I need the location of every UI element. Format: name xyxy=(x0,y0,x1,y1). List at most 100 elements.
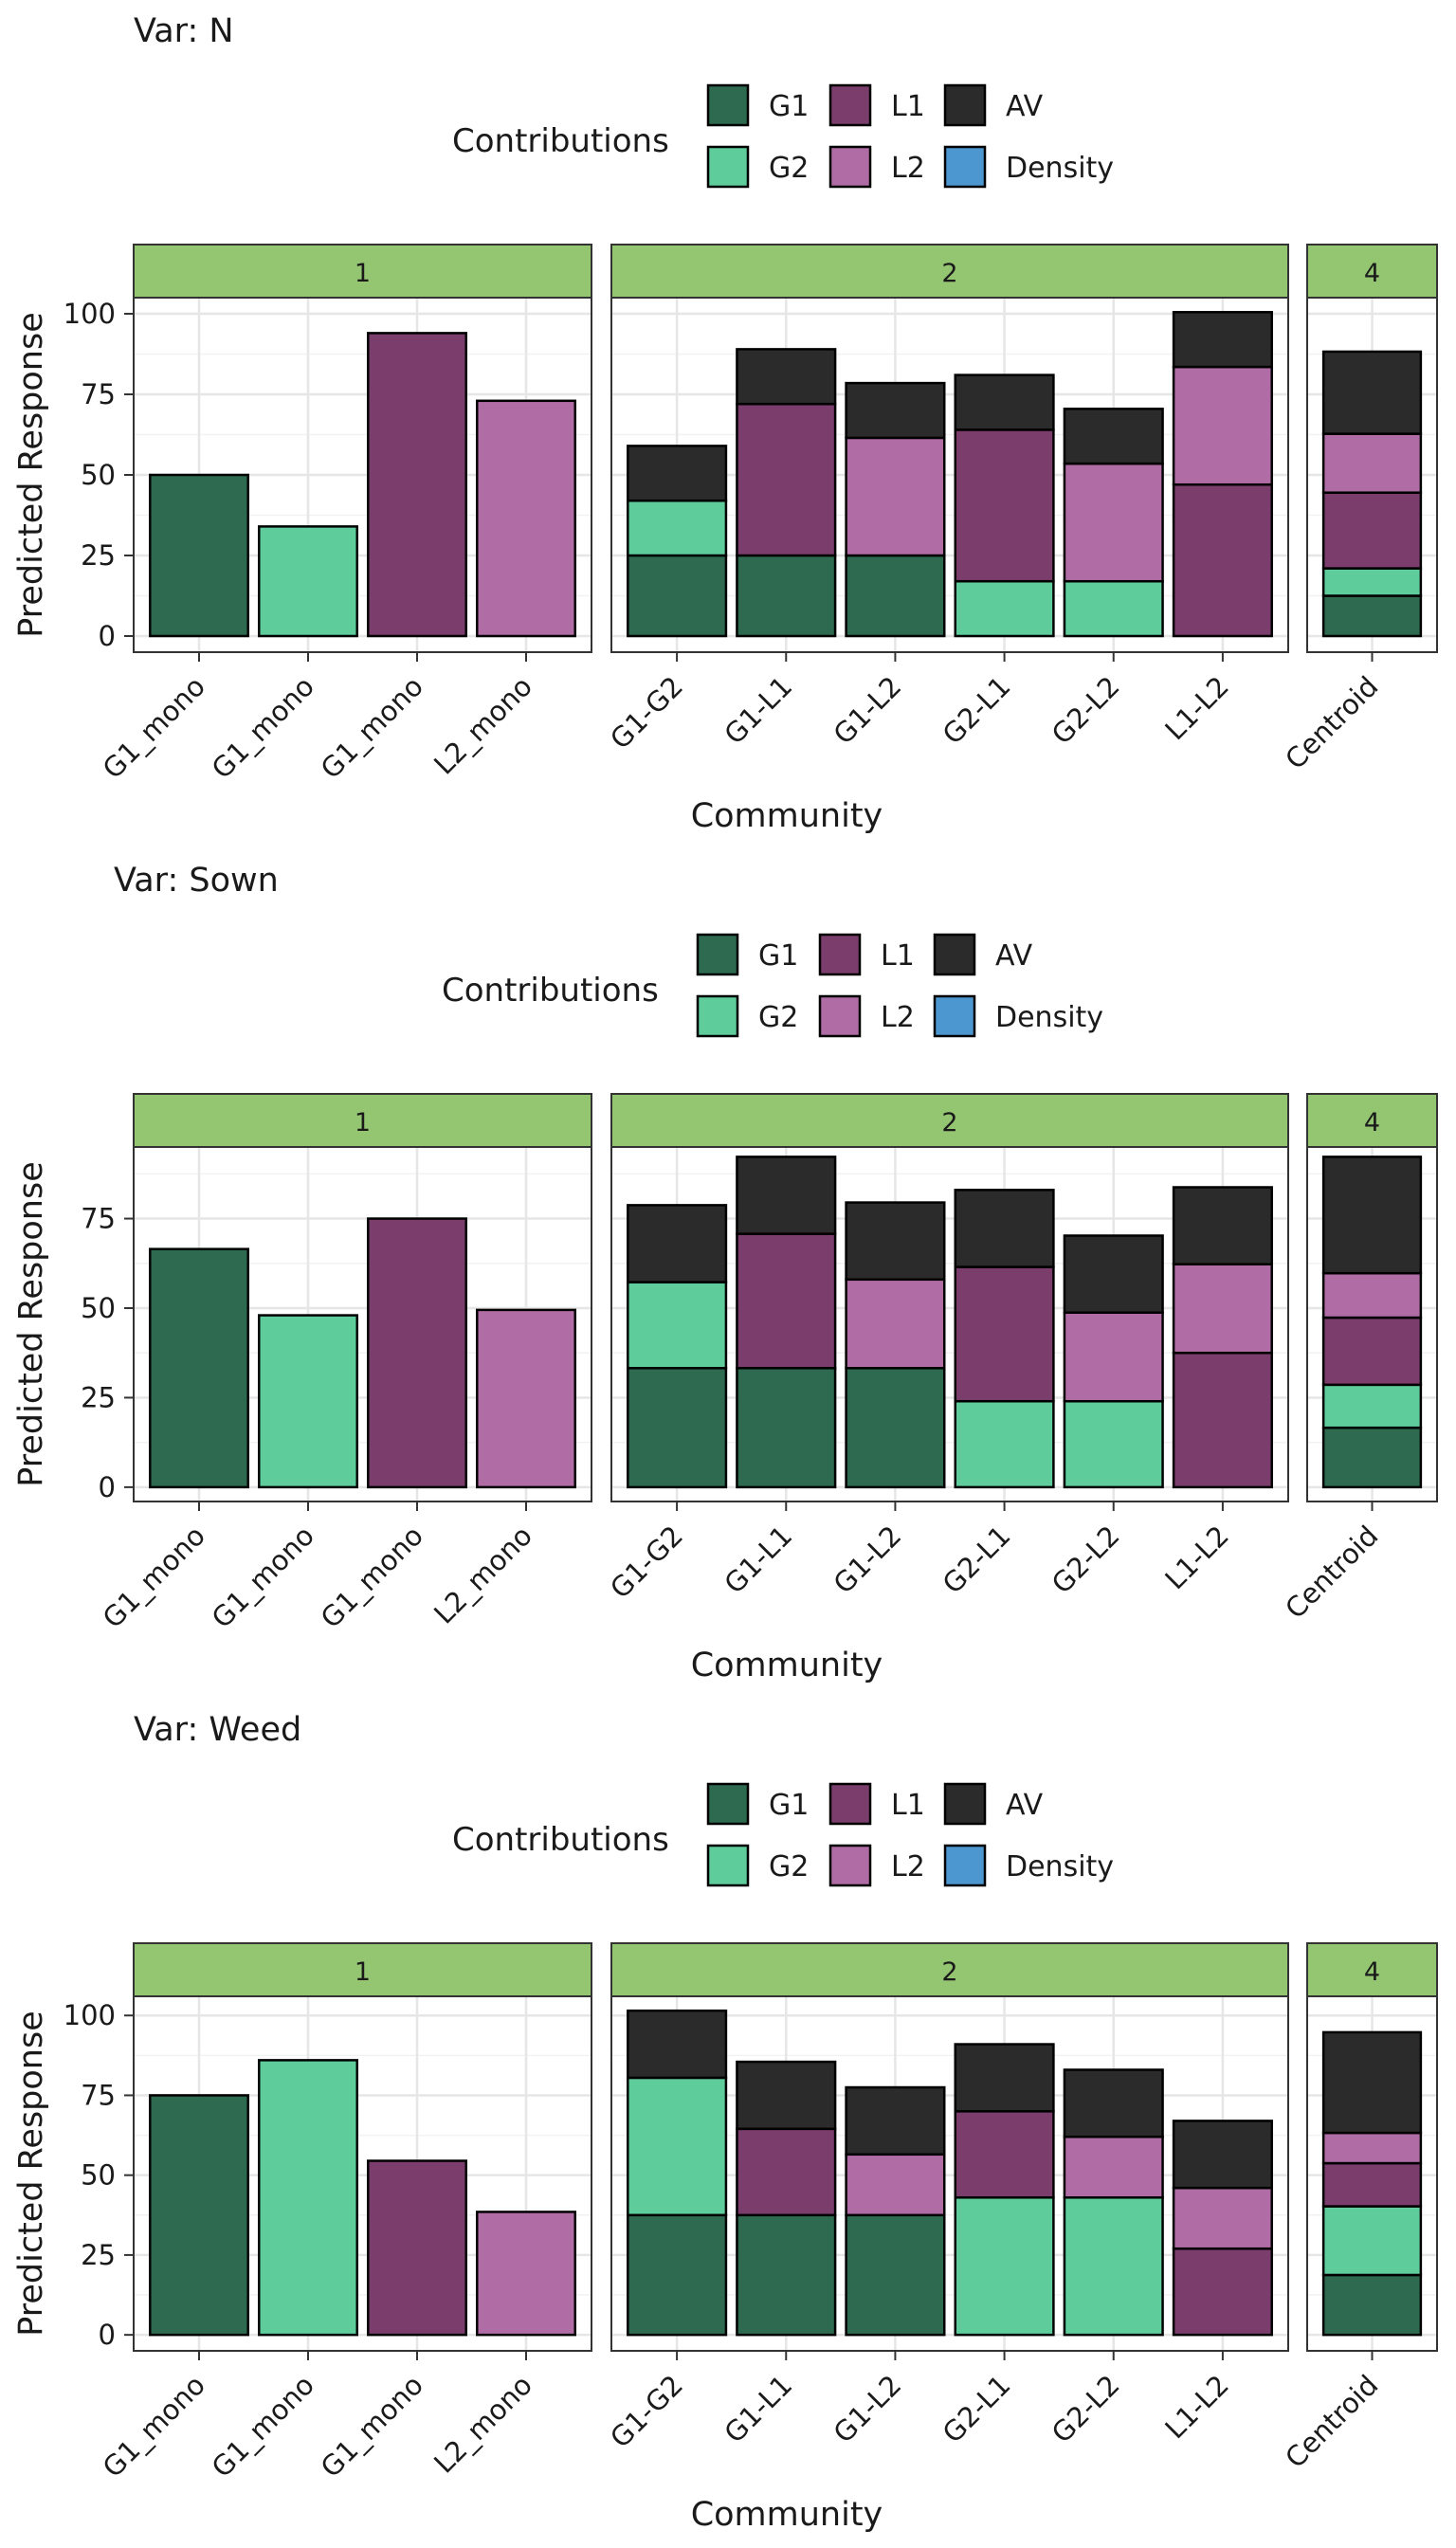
bar-stack xyxy=(258,2059,358,2337)
bar-segment-g1 xyxy=(149,2094,249,2337)
chart-title: Var: N xyxy=(134,12,234,50)
facet-strip xyxy=(133,1942,592,1997)
facet-strip xyxy=(610,244,1289,299)
bar-segment-g1 xyxy=(736,2213,837,2337)
legend-label-l1: L1 xyxy=(881,939,915,973)
bar-stack xyxy=(627,445,728,638)
legend-label-density: Density xyxy=(1006,1850,1114,1884)
bar-stack xyxy=(1321,350,1423,638)
x-tick-label: G2-L1 xyxy=(937,1520,1017,1600)
bar-stack xyxy=(1172,2120,1273,2337)
y-tick-label: 100 xyxy=(64,1999,116,2031)
bar-stack xyxy=(845,381,946,638)
bar-segment-l2 xyxy=(1172,365,1273,486)
x-tick-label: G2-L2 xyxy=(1046,670,1126,751)
bar-segment-l1 xyxy=(954,2110,1055,2199)
legend-label-g2: G2 xyxy=(769,152,809,185)
bar-segment-g2 xyxy=(954,2196,1055,2337)
bar-stack xyxy=(954,2043,1055,2337)
facet-4: 4 Centroid xyxy=(1279,1093,1438,1625)
legend-label-density: Density xyxy=(995,1001,1103,1034)
x-tick-label: G1-L1 xyxy=(718,2369,798,2449)
legend-label-av: AV xyxy=(1006,90,1044,123)
x-tick-label: G1-L1 xyxy=(718,670,798,751)
x-tick-label: L2_mono xyxy=(428,1520,538,1630)
bar-segment-av xyxy=(627,1204,728,1283)
y-tick-label: 75 xyxy=(81,378,116,410)
bar-segment-l1 xyxy=(1321,491,1423,570)
bar-segment-av xyxy=(1321,2030,1423,2135)
bar-stack xyxy=(627,1204,728,1489)
legend-label-l1: L1 xyxy=(891,1789,925,1822)
bar-segment-l1 xyxy=(1172,482,1273,638)
bar-stack xyxy=(367,2159,467,2337)
legend-label-av: AV xyxy=(1006,1789,1044,1822)
bar-segment-l2 xyxy=(1321,1271,1423,1320)
y-tick-label: 25 xyxy=(81,1381,116,1413)
bar-segment-l1 xyxy=(954,428,1055,583)
facet-4: 4 Centroid xyxy=(1279,244,1438,775)
bar-segment-l2 xyxy=(1172,1263,1273,1355)
bar-segment-g1 xyxy=(627,1367,728,1489)
x-axis-label: Community xyxy=(691,797,883,835)
bar-stack xyxy=(258,1314,358,1489)
bar-segment-l2 xyxy=(1063,2136,1164,2199)
bar-stack xyxy=(954,373,1055,638)
legend-label-g1: G1 xyxy=(769,1789,809,1822)
bar-segment-g1 xyxy=(149,473,249,638)
bar-segment-l1 xyxy=(736,2127,837,2217)
legend: Contributions G1 G2 L1 L2 AV Density xyxy=(452,83,1114,189)
facet-strip-label: 4 xyxy=(1364,1108,1380,1138)
facet-panel-border xyxy=(133,1146,592,1502)
legend-title: Contributions xyxy=(442,972,659,1010)
y-tick-label: 25 xyxy=(81,539,116,572)
x-tick-label: G1_mono xyxy=(97,670,211,785)
x-tick-label: G1_mono xyxy=(97,2369,211,2484)
bar-stack xyxy=(1172,311,1273,638)
facet-panel-border xyxy=(610,1146,1289,1502)
y-tick-label: 75 xyxy=(81,2079,116,2111)
y-axis-ticks: 0 25 50 75 xyxy=(81,1203,134,1503)
bar-segment-l2 xyxy=(845,2153,946,2217)
bar-segment-av xyxy=(1321,350,1423,435)
bar-segment-l1 xyxy=(954,1265,1055,1403)
y-tick-label: 0 xyxy=(99,2319,116,2351)
facet-strip-label: 2 xyxy=(941,1108,957,1138)
facet-strip xyxy=(133,1093,592,1148)
legend-label-density: Density xyxy=(1006,152,1114,185)
x-tick-label: L1-L2 xyxy=(1158,2369,1234,2445)
x-tick-label: G1_mono xyxy=(206,1520,320,1634)
facet-strip-label: 4 xyxy=(1364,1957,1380,1987)
bar-segment-g2 xyxy=(1063,579,1164,638)
facet-strip-label: 4 xyxy=(1364,259,1380,288)
facet-panel-border xyxy=(133,297,592,653)
bar-segment-l2 xyxy=(845,1278,946,1370)
bar-segment-l1 xyxy=(367,332,467,638)
bar-segment-av xyxy=(845,1201,946,1282)
x-tick-label: G1-G2 xyxy=(604,670,689,755)
bar-segment-av xyxy=(736,1156,837,1235)
facet-strip xyxy=(1306,1093,1438,1148)
chart-panel-1: Var: N Contributions G1 G2 L1 L2 AV Density Pred… xyxy=(12,12,1438,835)
bar-stack xyxy=(476,399,576,638)
bar-segment-g2 xyxy=(627,499,728,557)
bar-segment-av xyxy=(1063,2068,1164,2138)
bar-segment-g1 xyxy=(845,554,946,638)
y-tick-label: 25 xyxy=(81,2239,116,2271)
bar-segment-l1 xyxy=(1321,1316,1423,1387)
facet-strip-label: 1 xyxy=(355,259,371,288)
legend-swatch-g1 xyxy=(696,933,739,976)
x-axis-label: Community xyxy=(691,1647,883,1684)
x-tick-label: G1-G2 xyxy=(604,1520,689,1605)
chart-title: Var: Sown xyxy=(114,862,279,900)
bar-segment-g2 xyxy=(258,2059,358,2337)
bar-segment-l1 xyxy=(736,1232,837,1370)
facet-panel-border xyxy=(133,1995,592,2352)
bar-segment-g2 xyxy=(954,579,1055,638)
bar-stack xyxy=(476,1308,576,1489)
x-tick-label: G1-L2 xyxy=(828,2369,908,2449)
